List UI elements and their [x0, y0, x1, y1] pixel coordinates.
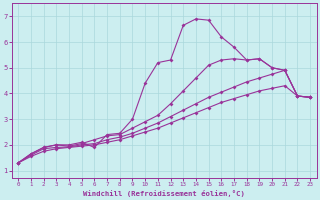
X-axis label: Windchill (Refroidissement éolien,°C): Windchill (Refroidissement éolien,°C)	[83, 190, 245, 197]
